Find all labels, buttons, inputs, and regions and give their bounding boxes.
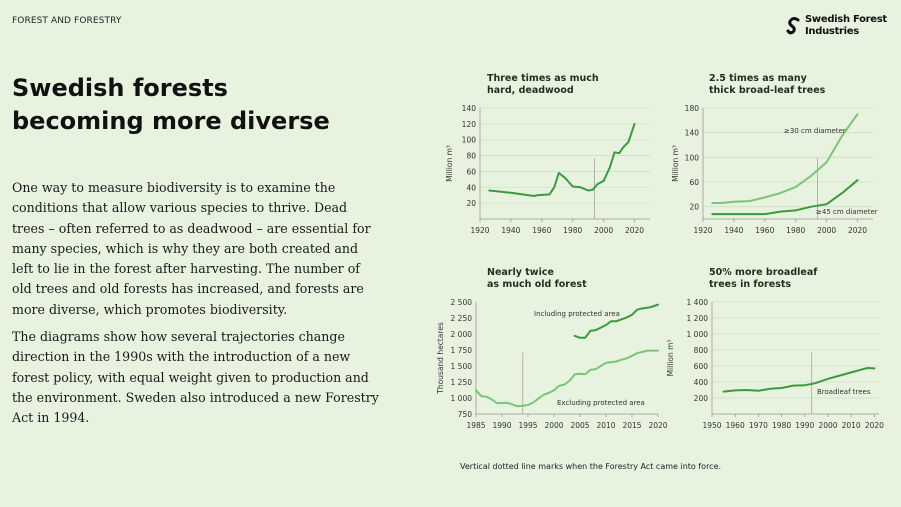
logo-line-1: Swedish Forest xyxy=(805,14,887,25)
logo: Swedish Forest Industries xyxy=(786,14,887,38)
x-tick-label: 1920 xyxy=(693,226,712,235)
y-tick-label: 1 500 xyxy=(451,362,473,371)
x-tick-label: 2010 xyxy=(842,421,861,430)
x-tick-label: 1985 xyxy=(466,421,485,430)
y-tick-label: 800 xyxy=(694,346,709,355)
y-tick-label: 180 xyxy=(685,104,700,113)
paragraph-2: The diagrams show how several trajectori… xyxy=(12,329,379,426)
series-label: Broadleaf trees xyxy=(817,388,871,396)
x-tick-label: 2020 xyxy=(848,226,867,235)
chart-title: Three times as much xyxy=(487,73,599,84)
y-tick-label: 20 xyxy=(466,199,476,208)
y-axis-label: Thousand hectares xyxy=(436,322,445,395)
x-tick-label: 1950 xyxy=(702,421,721,430)
series-line xyxy=(711,179,859,216)
y-tick-label: 750 xyxy=(458,410,473,419)
x-tick-label: 2020 xyxy=(648,421,667,430)
y-tick-label: 2 000 xyxy=(451,330,473,339)
x-tick-label: 2020 xyxy=(865,421,884,430)
section-label: FOREST AND FORESTRY xyxy=(12,16,122,26)
y-axis-label: Million m³ xyxy=(671,145,680,182)
x-tick-label: 1940 xyxy=(501,226,520,235)
logo-icon xyxy=(786,17,800,35)
x-tick-label: 2010 xyxy=(596,421,615,430)
x-tick-label: 1980 xyxy=(563,226,582,235)
x-tick-label: 2005 xyxy=(570,421,589,430)
page-title: Swedish forests becoming more diverse xyxy=(12,72,412,138)
x-tick-label: 2015 xyxy=(622,421,641,430)
paragraph-1: One way to measure biodiversity is to ex… xyxy=(12,180,371,317)
series-line xyxy=(711,113,859,204)
x-tick-label: 2020 xyxy=(625,226,644,235)
y-tick-label: 1 400 xyxy=(687,298,709,307)
chart-title: as much old forest xyxy=(487,279,587,290)
series-line xyxy=(475,349,659,408)
chart-title: 50% more broadleaf xyxy=(709,267,818,278)
y-tick-label: 2 250 xyxy=(451,314,473,323)
series-label: ≥45 cm diameter xyxy=(816,208,878,216)
y-tick-label: 1 750 xyxy=(451,346,473,355)
series-label: Including protected area xyxy=(534,310,620,318)
y-tick-label: 140 xyxy=(685,129,700,138)
chart-title: 2.5 times as many xyxy=(709,73,808,84)
y-tick-label: 140 xyxy=(462,104,477,113)
y-axis-label: Million m³ xyxy=(666,340,675,377)
y-tick-label: 400 xyxy=(694,378,709,387)
x-tick-label: 2000 xyxy=(817,226,836,235)
body-text: One way to measure biodiversity is to ex… xyxy=(12,178,382,436)
y-tick-label: 1 250 xyxy=(451,378,473,387)
y-tick-label: 600 xyxy=(694,362,709,371)
logo-text: Swedish Forest Industries xyxy=(805,14,887,38)
x-tick-label: 1995 xyxy=(518,421,537,430)
y-tick-label: 80 xyxy=(466,152,476,161)
logo-line-2: Industries xyxy=(805,26,859,37)
series-line xyxy=(488,122,636,197)
series-label: Excluding protected area xyxy=(557,399,645,407)
footnote: Vertical dotted line marks when the Fore… xyxy=(460,462,722,471)
x-tick-label: 1940 xyxy=(724,226,743,235)
y-tick-label: 20 xyxy=(689,203,699,212)
y-tick-label: 1 200 xyxy=(687,314,709,323)
chart-title: hard, deadwood xyxy=(487,85,574,96)
title-line-2: becoming more diverse xyxy=(12,107,330,135)
y-axis-label: Million m³ xyxy=(445,145,454,182)
title-line-1: Swedish forests xyxy=(12,74,228,102)
y-tick-label: 100 xyxy=(685,153,700,162)
x-tick-label: 2000 xyxy=(818,421,837,430)
x-tick-label: 1980 xyxy=(772,421,791,430)
chart-title: Nearly twice xyxy=(487,267,554,278)
y-tick-label: 1 000 xyxy=(451,394,473,403)
series-line xyxy=(573,303,659,339)
x-tick-label: 1960 xyxy=(532,226,551,235)
x-tick-label: 2000 xyxy=(544,421,563,430)
y-tick-label: 200 xyxy=(694,394,709,403)
x-tick-label: 1970 xyxy=(749,421,768,430)
y-tick-label: 60 xyxy=(466,167,476,176)
y-tick-label: 1 000 xyxy=(687,330,709,339)
x-tick-label: 1920 xyxy=(470,226,489,235)
series-line xyxy=(722,367,876,393)
chart-title: thick broad-leaf trees xyxy=(709,85,826,96)
series-label: ≥30 cm diameter xyxy=(784,127,846,135)
y-tick-label: 100 xyxy=(462,136,477,145)
chart-title: trees in forests xyxy=(709,279,791,290)
y-tick-label: 2 500 xyxy=(451,298,473,307)
x-tick-label: 1990 xyxy=(795,421,814,430)
y-tick-label: 60 xyxy=(689,178,699,187)
x-tick-label: 1960 xyxy=(726,421,745,430)
x-tick-label: 2000 xyxy=(594,226,613,235)
y-tick-label: 40 xyxy=(466,183,476,192)
x-tick-label: 1980 xyxy=(786,226,805,235)
x-tick-label: 1990 xyxy=(492,421,511,430)
y-tick-label: 120 xyxy=(462,120,477,129)
x-tick-label: 1960 xyxy=(755,226,774,235)
